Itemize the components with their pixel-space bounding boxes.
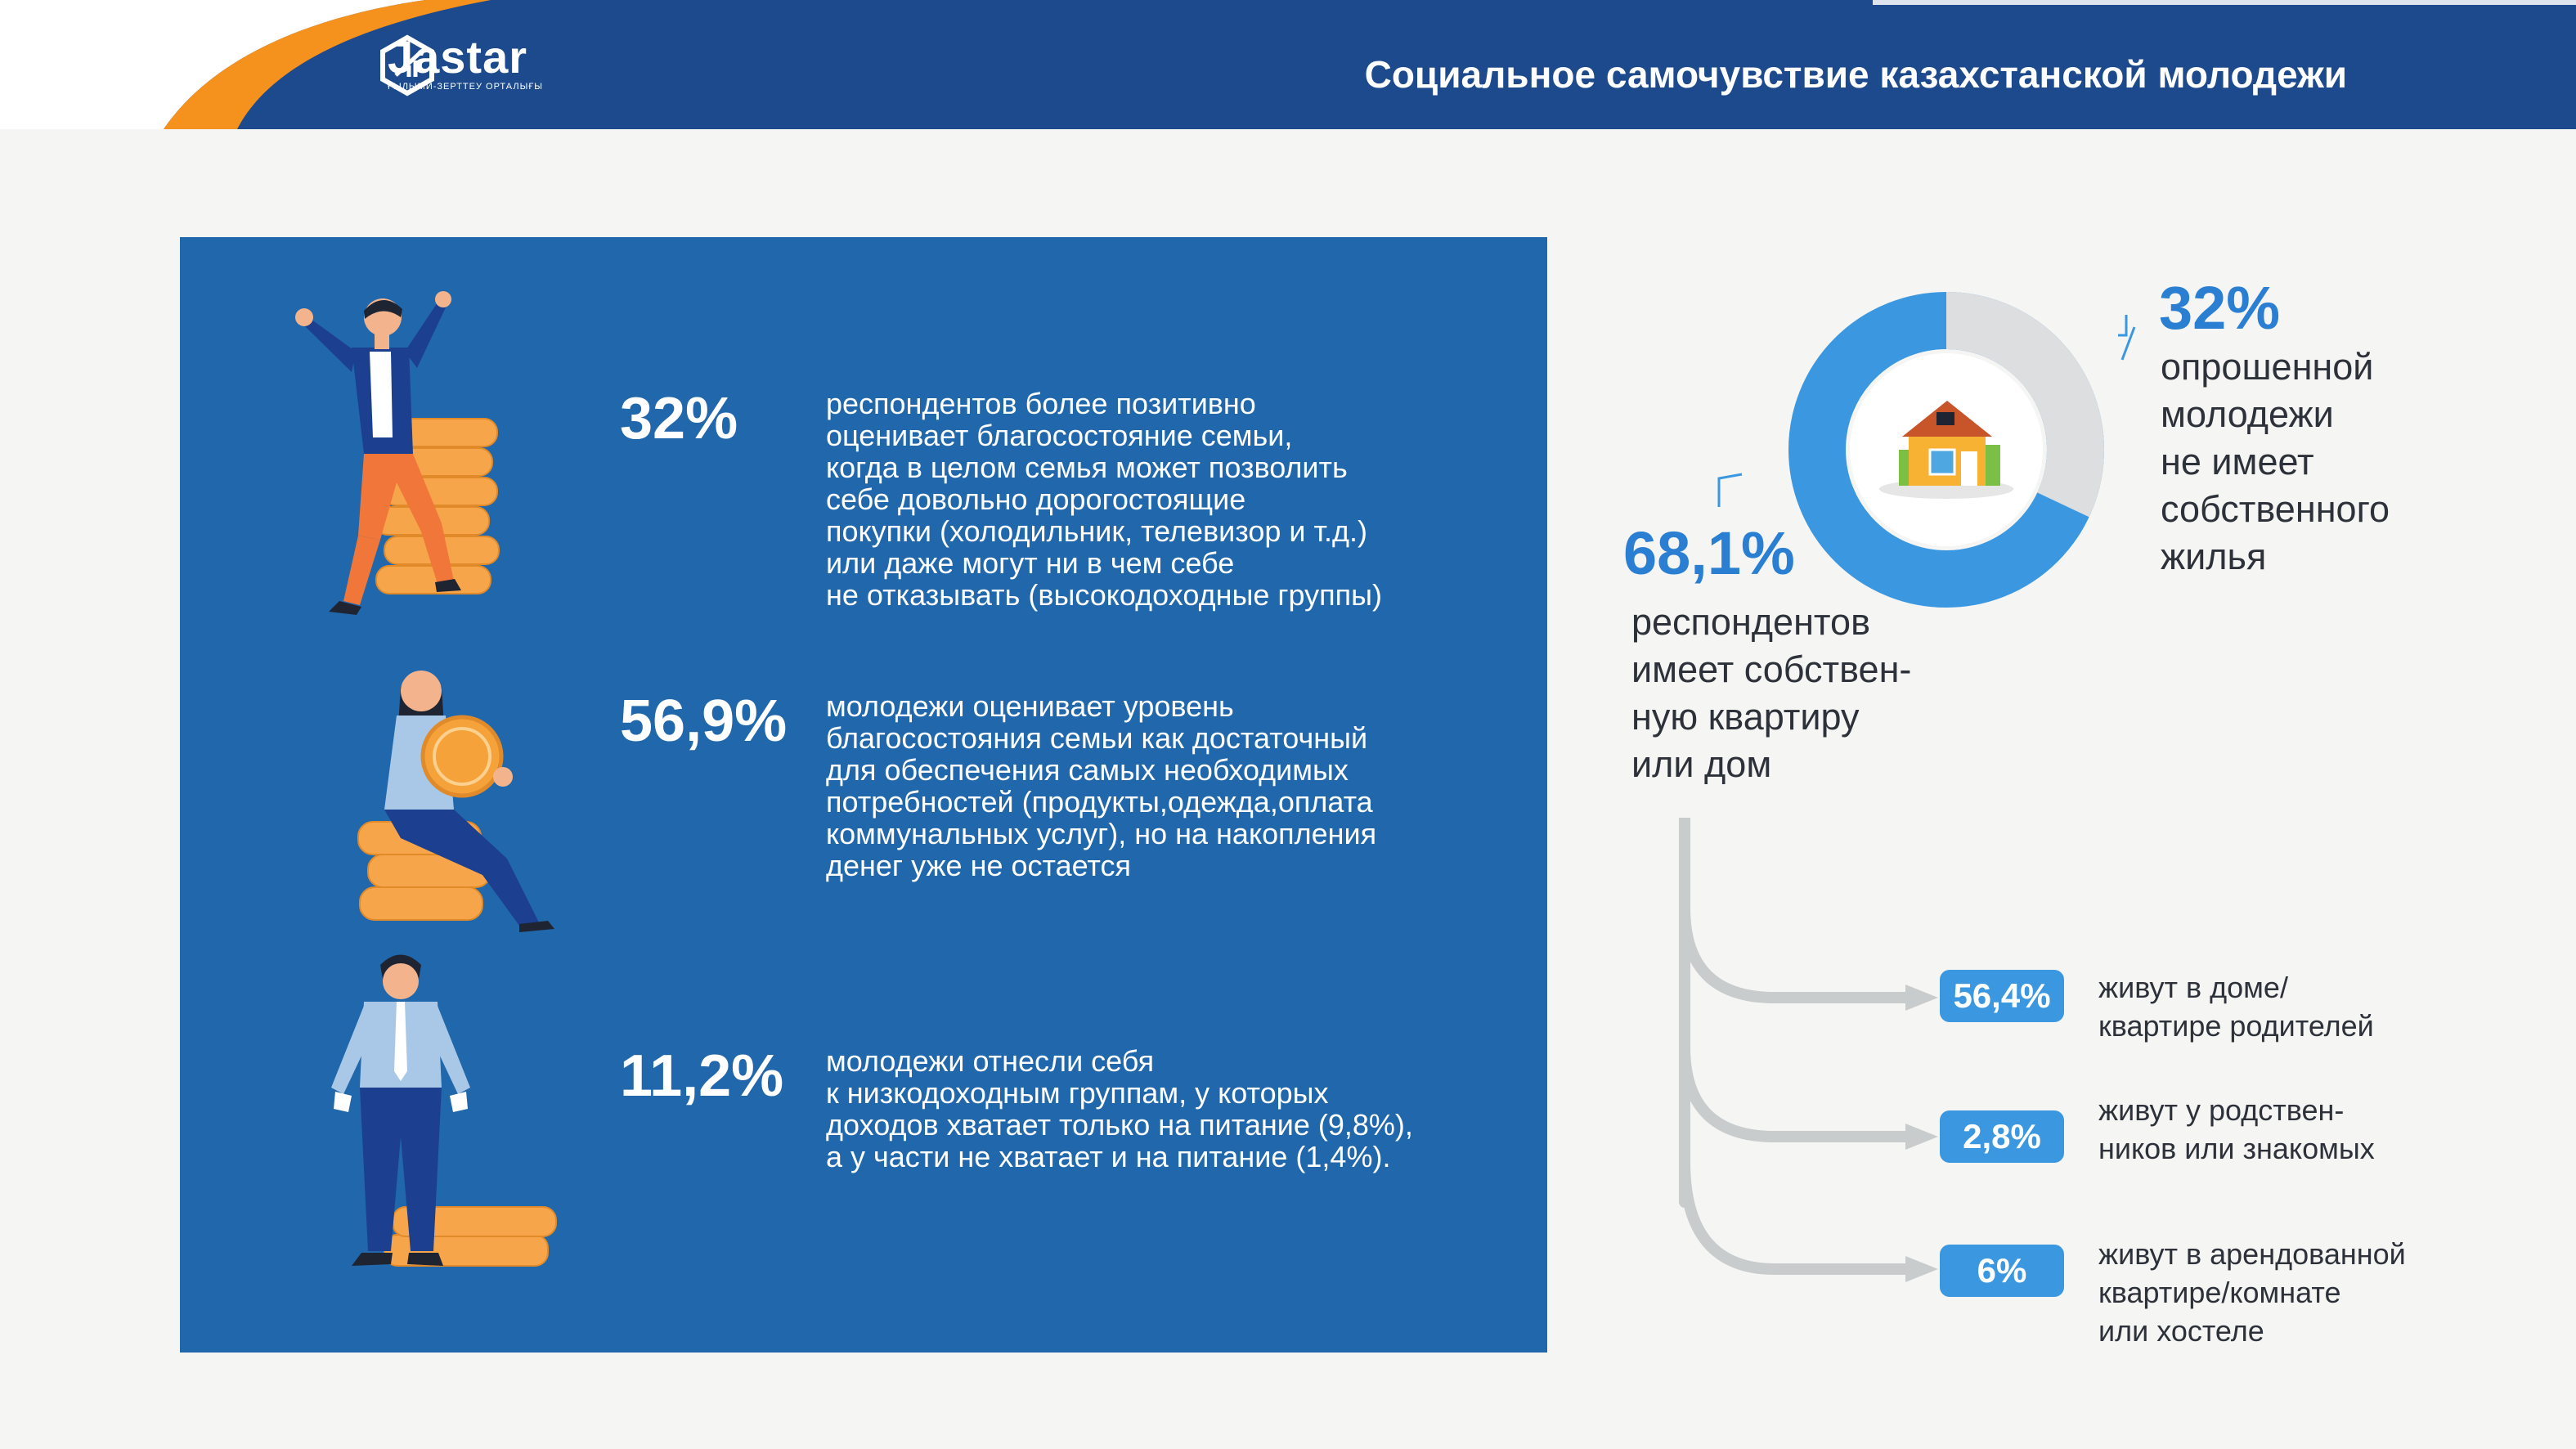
stat-low-income-percent: 11,2% — [620, 1043, 784, 1109]
rented-badge: 6% — [1940, 1245, 2064, 1297]
header: Jastar ҒЫЛЫМИ-ЗЕРТТЕУ ОРТАЛЫҒЫ Социально… — [0, 0, 2576, 129]
stat-high-income-percent: 32% — [620, 386, 738, 451]
own-home-text: респондентов имеет собствен- ную квартир… — [1631, 601, 1912, 785]
page-title: Социальное самочувствие казахстанской мо… — [1364, 53, 2347, 96]
stat-middle-income-text: молодежи оценивает уровень благосостояни… — [826, 689, 1377, 882]
stat-low-income-text: молодежи отнесли себя к низкодоходным гр… — [826, 1044, 1413, 1173]
housing-breakdown-connectors — [1679, 818, 1938, 1282]
income-stats-panel: 32% респондентов более позитивно оценива… — [180, 237, 1547, 1353]
no-home-percent: 32% — [2159, 274, 2281, 342]
donut-leader-lines — [1717, 315, 2136, 507]
parents-home-text: живут в доме/ квартире родителей — [2098, 971, 2374, 1043]
stat-middle-income-percent: 56,9% — [620, 689, 788, 754]
relatives-text: живут у родствен- ников или знакомых — [2098, 1093, 2375, 1165]
logo-hexagon-icon — [380, 34, 434, 96]
house-icon — [1879, 401, 2013, 499]
man-empty-pockets-icon — [331, 954, 557, 1267]
logo: Jastar ҒЫЛЫМИ-ЗЕРТТЕУ ОРТАЛЫҒЫ — [376, 34, 543, 96]
stat-high-income-text: респондентов более позитивно оценивает б… — [826, 387, 1382, 612]
header-white-corner — [0, 0, 425, 129]
donut-no-home-segment — [1788, 292, 2104, 608]
woman-sitting-on-coins-icon — [357, 671, 554, 932]
no-home-text: опрошенной молодежи не имеет собственног… — [2161, 346, 2390, 577]
relatives-badge: 2,8% — [1940, 1110, 2064, 1163]
parents-home-badge: 56,4% — [1940, 970, 2064, 1022]
rented-text: живут в арендованной квартире/комнате ил… — [2098, 1237, 2406, 1348]
header-orange-swoosh — [164, 0, 491, 129]
own-home-percent: 68,1% — [1623, 519, 1795, 587]
happy-man-coins-icon — [295, 291, 500, 615]
housing-donut-chart — [1788, 292, 2104, 608]
